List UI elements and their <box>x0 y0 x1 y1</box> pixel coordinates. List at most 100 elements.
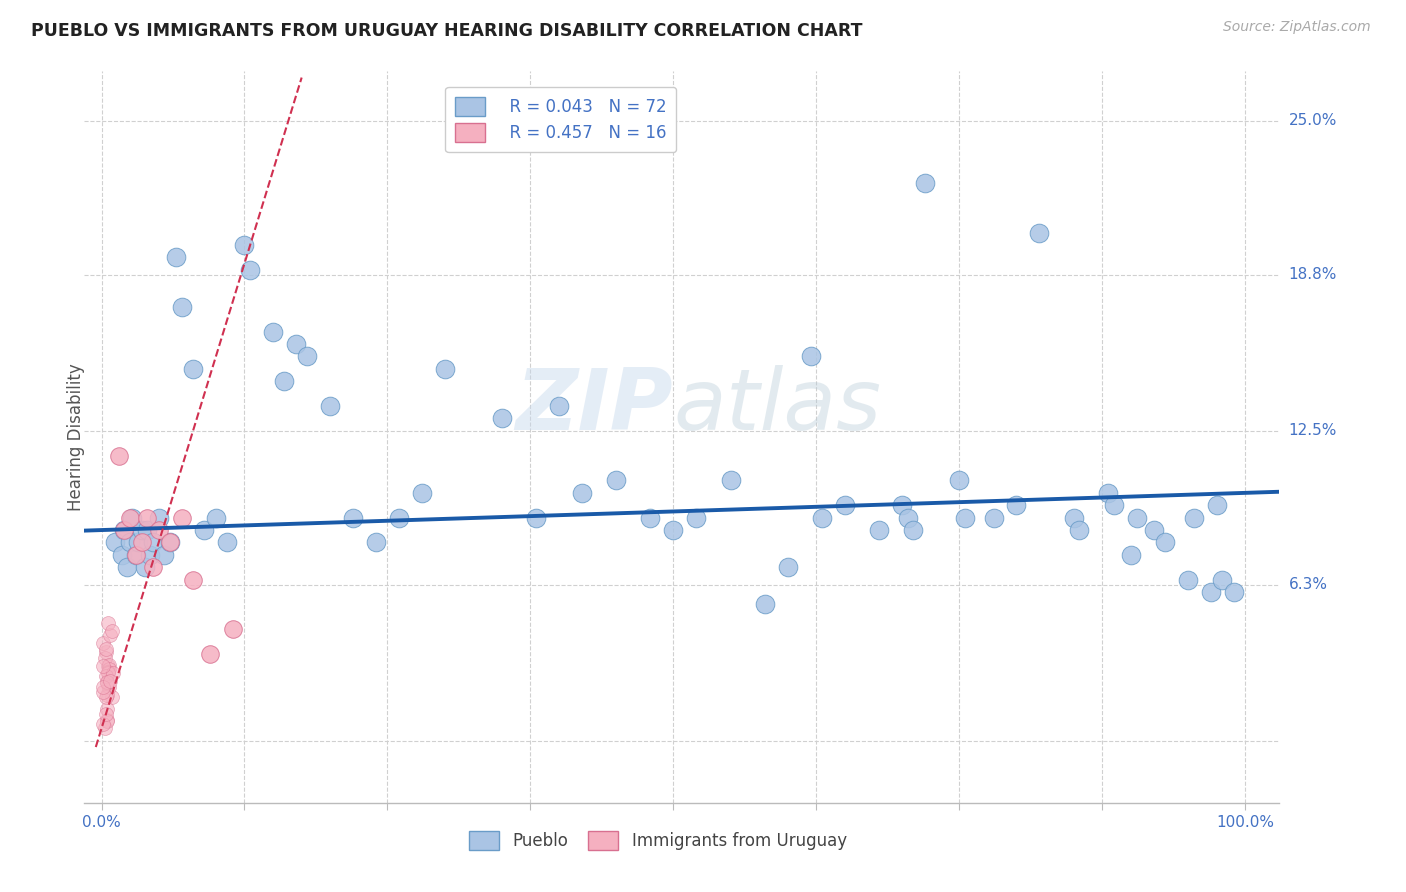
Text: 6.3%: 6.3% <box>1289 577 1327 592</box>
Point <box>571 486 593 500</box>
Point <box>120 535 142 549</box>
Point <box>94 707 117 722</box>
Point <box>131 523 153 537</box>
Point <box>1205 498 1227 512</box>
Point <box>111 548 134 562</box>
Text: atlas: atlas <box>673 365 882 448</box>
Point <box>1028 226 1050 240</box>
Point <box>120 510 142 524</box>
Point <box>983 510 1005 524</box>
Point <box>94 645 117 659</box>
Point <box>170 300 193 314</box>
Point <box>342 510 364 524</box>
Text: 18.8%: 18.8% <box>1289 268 1337 282</box>
Point <box>131 535 153 549</box>
Point <box>125 548 148 562</box>
Point <box>127 535 149 549</box>
Point <box>121 510 143 524</box>
Point <box>640 510 662 524</box>
Point <box>834 498 856 512</box>
Point <box>903 523 925 537</box>
Point <box>273 374 295 388</box>
Point <box>159 535 181 549</box>
Point <box>98 628 121 642</box>
Point <box>112 523 135 537</box>
Point <box>1199 585 1222 599</box>
Point <box>754 598 776 612</box>
Point <box>115 560 138 574</box>
Point <box>411 486 433 500</box>
Point <box>148 510 170 524</box>
Point <box>148 523 170 537</box>
Text: 25.0%: 25.0% <box>1289 113 1337 128</box>
Point <box>685 510 707 524</box>
Point <box>97 658 120 673</box>
Point <box>91 716 114 731</box>
Point <box>1063 510 1085 524</box>
Point <box>97 665 120 680</box>
Legend: Pueblo, Immigrants from Uruguay: Pueblo, Immigrants from Uruguay <box>463 824 853 856</box>
Point <box>222 622 245 636</box>
Point <box>364 535 387 549</box>
Point <box>605 474 627 488</box>
Point <box>96 675 118 690</box>
Point <box>136 523 159 537</box>
Point <box>101 665 124 680</box>
Point <box>1143 523 1166 537</box>
Text: PUEBLO VS IMMIGRANTS FROM URUGUAY HEARING DISABILITY CORRELATION CHART: PUEBLO VS IMMIGRANTS FROM URUGUAY HEARIN… <box>31 22 862 40</box>
Point <box>776 560 799 574</box>
Point <box>153 548 176 562</box>
Point <box>1222 585 1244 599</box>
Point <box>142 560 165 574</box>
Point <box>239 262 262 277</box>
Point <box>136 510 159 524</box>
Point <box>142 535 165 549</box>
Point <box>811 510 834 524</box>
Point <box>97 662 120 676</box>
Point <box>868 523 890 537</box>
Point <box>297 350 319 364</box>
Point <box>1119 548 1142 562</box>
Point <box>662 523 685 537</box>
Point <box>125 548 148 562</box>
Point <box>97 657 120 672</box>
Point <box>897 510 920 524</box>
Point <box>800 350 823 364</box>
Point <box>433 362 456 376</box>
Point <box>94 722 117 736</box>
Point <box>94 642 117 657</box>
Point <box>112 523 135 537</box>
Point <box>91 685 114 699</box>
Point <box>1177 573 1199 587</box>
Point <box>181 362 204 376</box>
Text: 12.5%: 12.5% <box>1289 424 1337 438</box>
Point <box>233 238 256 252</box>
Point <box>104 535 127 549</box>
Point <box>914 176 936 190</box>
Point <box>1211 573 1233 587</box>
Point <box>134 560 156 574</box>
Point <box>388 510 411 524</box>
Point <box>94 651 117 665</box>
Point <box>1182 510 1205 524</box>
Text: Source: ZipAtlas.com: Source: ZipAtlas.com <box>1223 20 1371 34</box>
Point <box>524 510 547 524</box>
Point <box>96 714 118 729</box>
Point <box>170 510 193 524</box>
Point <box>1097 486 1119 500</box>
Point <box>107 449 129 463</box>
Point <box>720 474 742 488</box>
Point <box>96 676 118 690</box>
Point <box>284 337 307 351</box>
Text: ZIP: ZIP <box>516 365 673 448</box>
Point <box>101 690 124 705</box>
Point <box>159 535 181 549</box>
Point <box>91 659 114 673</box>
Point <box>96 713 118 727</box>
Point <box>96 688 118 702</box>
Point <box>91 680 114 694</box>
Y-axis label: Hearing Disability: Hearing Disability <box>67 363 84 511</box>
Point <box>97 665 120 680</box>
Point <box>205 510 228 524</box>
Point <box>491 411 513 425</box>
